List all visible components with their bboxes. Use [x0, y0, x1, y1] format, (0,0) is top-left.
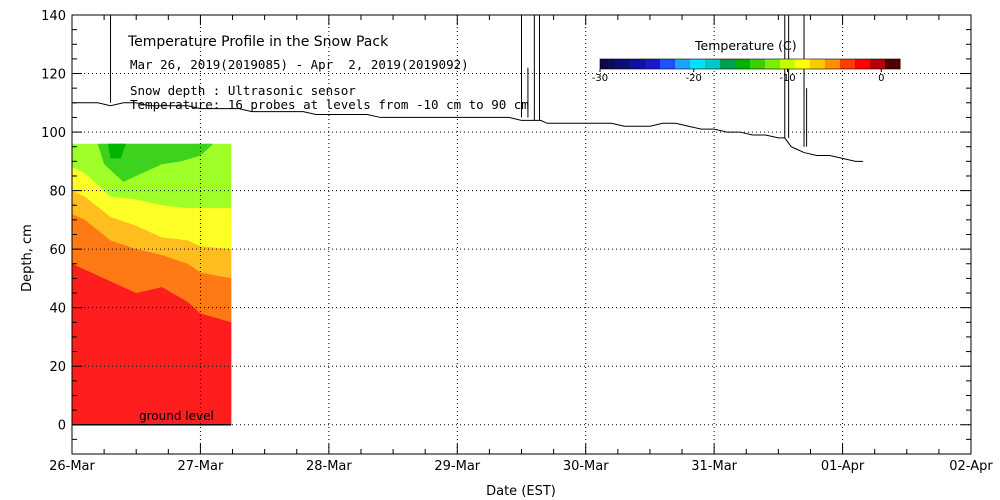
colorbar-swatch-10	[750, 59, 766, 69]
plot-frame: 26-Mar 27-Mar 28-Mar 29-Mar 30-Mar 31-Mar 01-A…	[41, 9, 993, 474]
snow-depth-series	[72, 15, 864, 162]
colorbar-title: Temperature (C)	[694, 38, 797, 53]
temperature-probe-note: Temperature: 16 probes at levels from -1…	[130, 97, 529, 112]
colorbar-swatch-5	[675, 59, 691, 69]
y-tick-label-120: 120	[41, 68, 66, 83]
temperature-colorbar: Temperature (C) -30 -20 -10 0	[592, 38, 901, 84]
colorbar-swatch-3	[645, 59, 661, 69]
colorbar-swatch-18	[870, 59, 886, 69]
snow-sensor-note: Snow depth : Ultrasonic sensor	[130, 83, 356, 98]
plot-border	[71, 14, 972, 455]
colorbar-swatch-15	[825, 59, 841, 69]
colorbar-swatch-17	[855, 59, 871, 69]
colorbar-swatch-2	[630, 59, 646, 69]
x-tick-label-2: 28-Mar	[306, 459, 352, 474]
y-tick-label-20: 20	[49, 360, 66, 375]
x-axis-label: Date (EST)	[486, 484, 556, 499]
colorbar-tick-label--30: -30	[592, 73, 608, 84]
x-tick-label-1: 27-Mar	[178, 459, 224, 474]
y-tick-label-60: 60	[49, 243, 66, 258]
field-cold-core	[97, 143, 214, 182]
x-tick-label-5: 31-Mar	[691, 459, 737, 474]
colorbar-swatch-16	[840, 59, 856, 69]
y-tick-label-100: 100	[41, 126, 66, 141]
colorbar-tick-label-0: 0	[878, 73, 884, 84]
field-band-0	[72, 263, 232, 425]
colorbar-swatch-13	[795, 59, 811, 69]
colorbar-border	[599, 58, 901, 70]
colorbar-swatch-7	[705, 59, 721, 69]
colorbar-swatch-1	[615, 59, 631, 69]
ground-level-label: ground level	[139, 409, 214, 423]
colorbar-swatch-8	[720, 59, 736, 69]
colorbar-swatch-19	[885, 59, 901, 69]
snow-depth-line	[72, 102, 864, 162]
temperature-field	[72, 143, 232, 426]
x-tick-label-7: 02-Apr	[949, 459, 993, 474]
colorbar-swatch-14	[810, 59, 826, 69]
y-axis-label: Depth, cm	[20, 224, 35, 292]
colorbar-swatch-6	[690, 59, 706, 69]
chart-title: Temperature Profile in the Snow Pack	[127, 34, 389, 50]
colorbar-swatch-0	[600, 59, 616, 69]
x-tick-label-3: 29-Mar	[434, 459, 480, 474]
colorbar-swatch-11	[765, 59, 781, 69]
y-tick-label-80: 80	[49, 185, 66, 200]
colorbar-swatch-4	[660, 59, 676, 69]
colorbar-swatch-12	[780, 59, 796, 69]
colorbar-tick-label--20: -20	[686, 73, 702, 84]
y-tick-label-40: 40	[49, 302, 66, 317]
x-tick-label-0: 26-Mar	[49, 459, 95, 474]
date-range-label: Mar 26, 2019(2019085) - Apr 2, 2019(2019…	[130, 57, 469, 72]
colorbar-swatch-9	[735, 59, 751, 69]
y-tick-label-0: 0	[58, 419, 66, 434]
field-coldest-spot	[107, 143, 126, 159]
y-tick-label-140: 140	[41, 9, 66, 24]
x-tick-label-4: 30-Mar	[563, 459, 609, 474]
x-tick-label-6: 01-Apr	[821, 459, 865, 474]
colorbar-tick-label--10: -10	[779, 73, 795, 84]
